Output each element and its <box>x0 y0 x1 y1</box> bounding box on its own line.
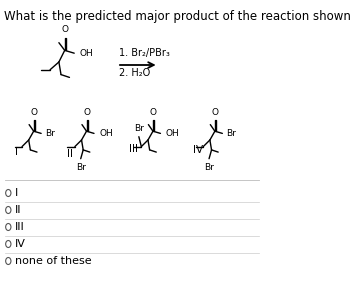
Text: IV: IV <box>193 145 203 155</box>
Text: O: O <box>149 108 156 117</box>
Text: O: O <box>83 108 90 117</box>
Text: 1. Br₂/PBr₃: 1. Br₂/PBr₃ <box>119 48 170 58</box>
Text: II: II <box>67 149 73 159</box>
Text: OH: OH <box>79 49 93 58</box>
Text: Br: Br <box>134 124 144 133</box>
Text: O: O <box>30 108 37 117</box>
Text: I: I <box>15 188 18 198</box>
Text: O: O <box>211 108 218 117</box>
Text: Br: Br <box>45 129 55 138</box>
Text: What is the predicted major product of the reaction shown?: What is the predicted major product of t… <box>4 10 350 23</box>
Text: Br: Br <box>204 163 214 172</box>
Text: II: II <box>15 205 22 215</box>
Text: OH: OH <box>166 129 180 138</box>
Text: IV: IV <box>15 239 26 249</box>
Text: Br: Br <box>226 129 236 138</box>
Text: none of these: none of these <box>15 256 92 266</box>
Text: III: III <box>128 144 138 154</box>
Text: 2. H₂O: 2. H₂O <box>119 68 150 78</box>
Text: O: O <box>61 25 68 34</box>
Text: I: I <box>15 147 18 157</box>
Text: Br: Br <box>76 163 86 172</box>
Text: OH: OH <box>99 129 113 138</box>
Text: III: III <box>15 222 25 232</box>
